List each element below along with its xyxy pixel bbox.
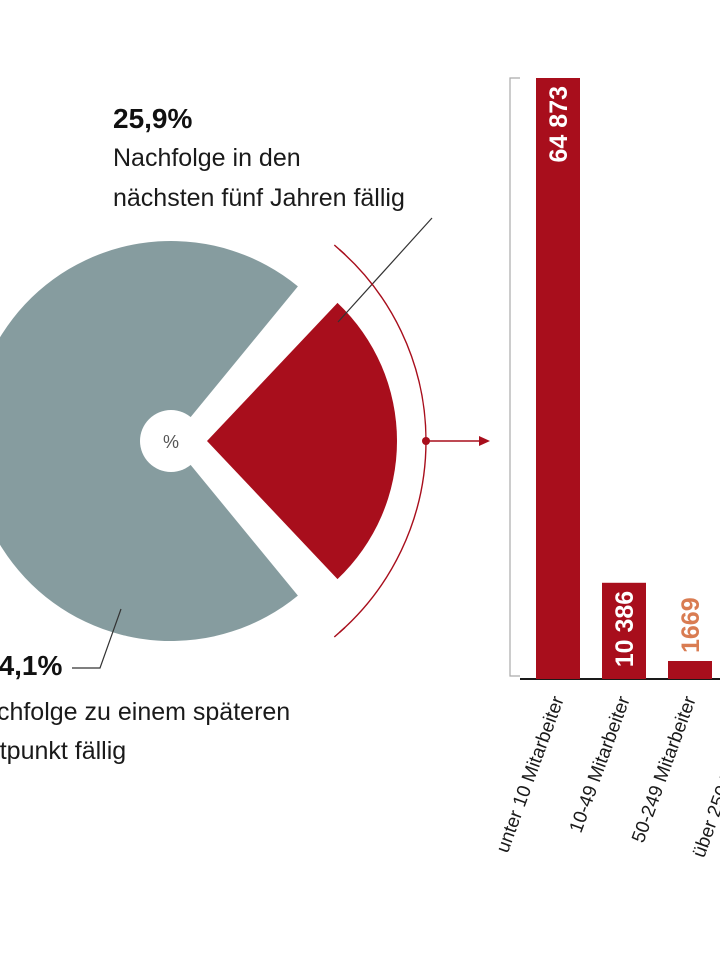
- pie-center-hole: [140, 410, 202, 472]
- slice-pct-gray: 74,1%: [0, 650, 62, 681]
- slice-label-red-line1: Nachfolge in den: [113, 144, 301, 172]
- slice-bracket: [333, 244, 490, 638]
- slice-annotation-red: 25,9% Nachfolge in den nächsten fünf Jah…: [113, 103, 433, 323]
- arrow-head: [479, 436, 490, 446]
- leader-line-red: [337, 217, 433, 323]
- bar-1: [602, 582, 646, 679]
- category-label-2: 50-249 Mitarbeiter: [628, 693, 701, 846]
- leader-line-gray: [72, 608, 122, 669]
- bars: [536, 78, 712, 679]
- slice-label-gray-line2: Zeitpunkt fällig: [0, 737, 126, 765]
- slice-pct-red: 25,9%: [113, 103, 192, 134]
- bar-value-label-2: 1669: [677, 597, 705, 653]
- bar-chart: 64 873 10 386 1669 unter 10 Mitarbeiter10-…: [493, 77, 720, 861]
- bracket-cap-top: [333, 244, 346, 255]
- slice-label-gray-line1: Nachfolge zu einem späteren: [0, 698, 290, 726]
- bar-value-label-1: 10 386: [611, 591, 639, 667]
- pie-chart: %: [0, 241, 398, 641]
- bar-value-labels: 64 873 10 386 1669: [545, 86, 705, 667]
- bar-0: [536, 78, 580, 679]
- category-label-0: unter 10 Mitarbeiter: [493, 693, 569, 856]
- slice-label-red-line2: nächsten fünf Jahren fällig: [113, 184, 405, 212]
- slice-annotation-gray: 74,1% Nachfolge zu einem späteren Zeitpu…: [0, 608, 290, 765]
- pie-slice-next-five-years: [207, 302, 398, 580]
- bar-value-label-0: 64 873: [545, 86, 573, 162]
- category-label-1: 10-49 Mitarbeiter: [566, 693, 635, 836]
- bar-range-bracket: [509, 77, 520, 677]
- pie-center-label: %: [163, 432, 179, 452]
- bracket-cap-bottom: [333, 627, 346, 638]
- bar-2: [668, 661, 712, 679]
